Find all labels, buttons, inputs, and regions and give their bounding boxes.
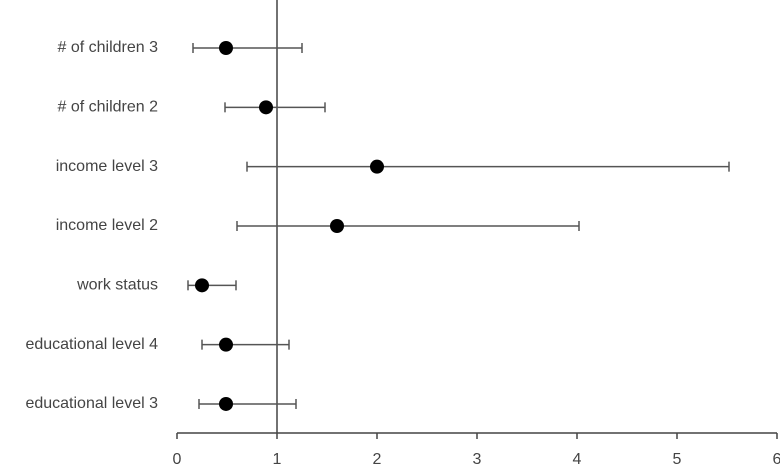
y-tick-label: educational level 3 (25, 395, 158, 412)
point (219, 396, 233, 411)
y-tick-label: # of children 3 (57, 39, 158, 56)
y-tick-label: educational level 4 (25, 336, 158, 353)
point (195, 278, 209, 293)
y-tick-label: # of children 2 (57, 99, 158, 116)
point (219, 337, 233, 352)
x-tick-label: 2 (373, 451, 382, 468)
point (330, 218, 344, 233)
point (370, 159, 384, 174)
y-tick-label: income level 2 (56, 217, 158, 234)
y-tick-label: income level 3 (56, 158, 158, 175)
x-tick-label: 3 (473, 451, 482, 468)
x-tick-label: 4 (573, 451, 582, 468)
point (259, 100, 273, 115)
x-tick-label: 0 (173, 451, 182, 468)
x-tick-label: 1 (273, 451, 282, 468)
y-tick-label: work status (76, 277, 158, 294)
x-tick-label: 6 (773, 451, 780, 468)
x-tick-label: 5 (673, 451, 682, 468)
point (219, 41, 233, 55)
